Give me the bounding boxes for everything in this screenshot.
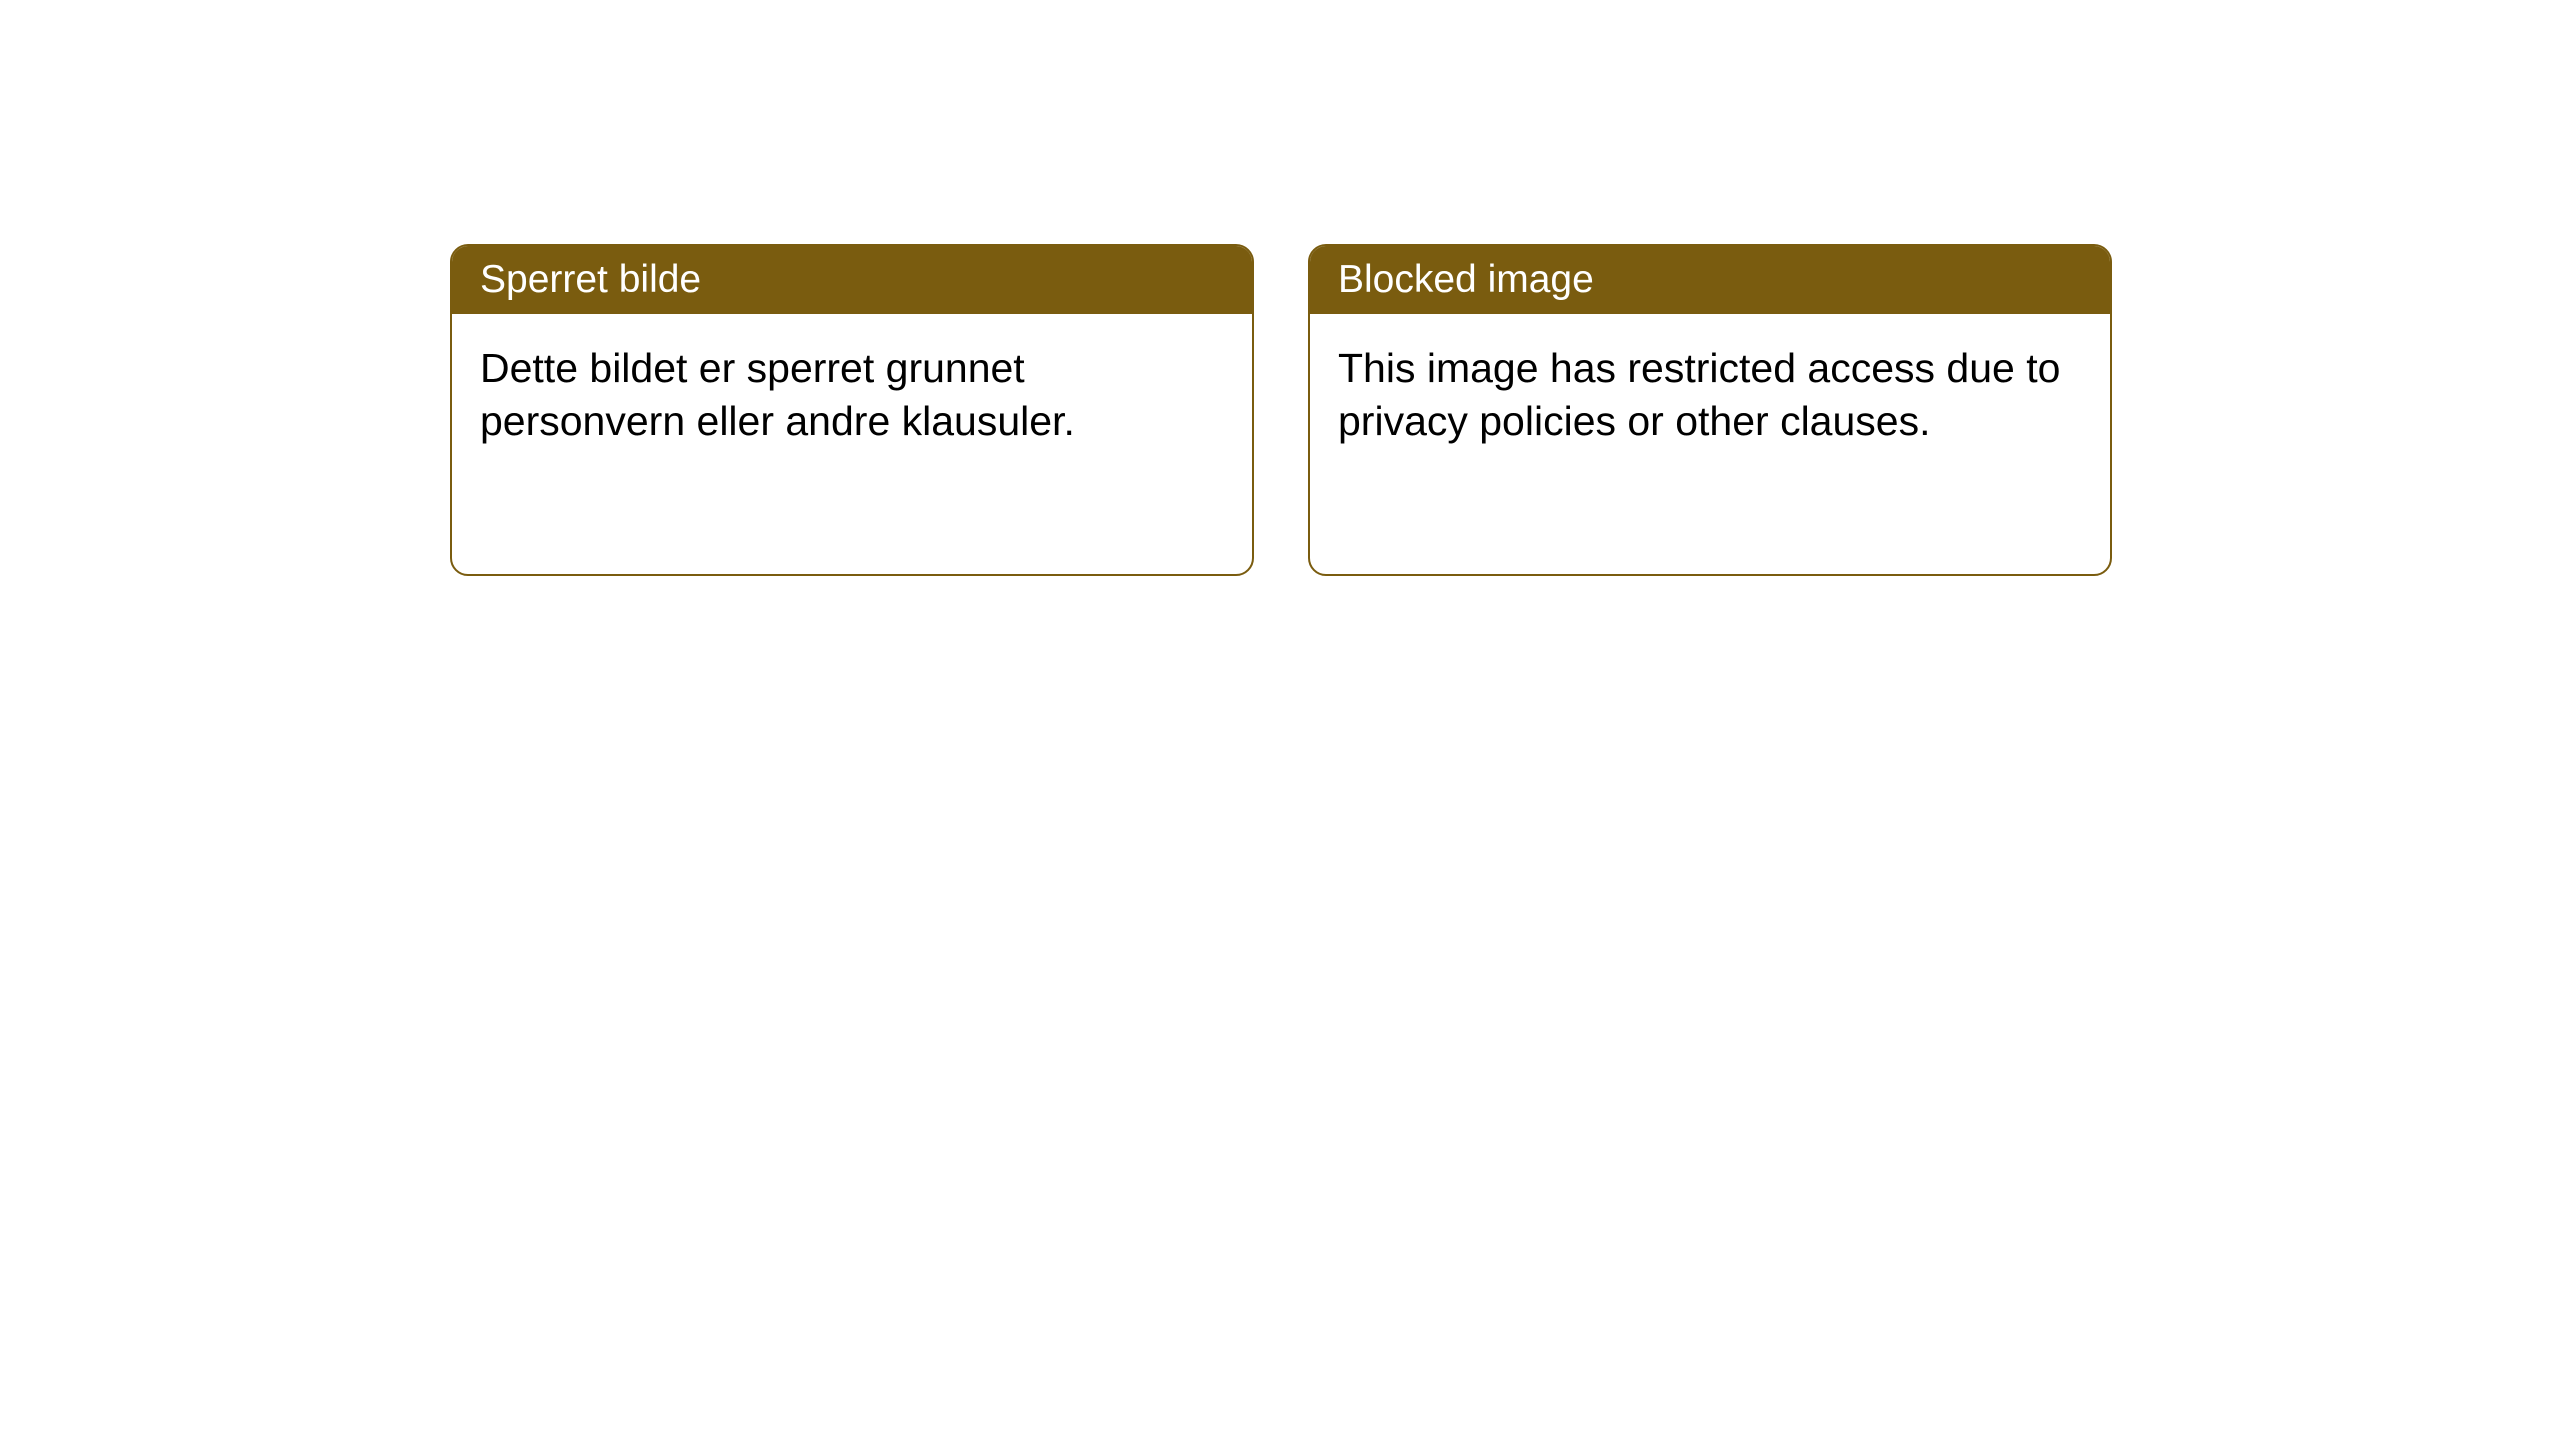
notices-container: Sperret bilde Dette bildet er sperret gr…: [450, 244, 2112, 576]
notice-header: Sperret bilde: [452, 246, 1252, 314]
notice-header: Blocked image: [1310, 246, 2110, 314]
notice-card-english: Blocked image This image has restricted …: [1308, 244, 2112, 576]
notice-card-norwegian: Sperret bilde Dette bildet er sperret gr…: [450, 244, 1254, 576]
notice-body: Dette bildet er sperret grunnet personve…: [452, 314, 1252, 477]
notice-body: This image has restricted access due to …: [1310, 314, 2110, 477]
